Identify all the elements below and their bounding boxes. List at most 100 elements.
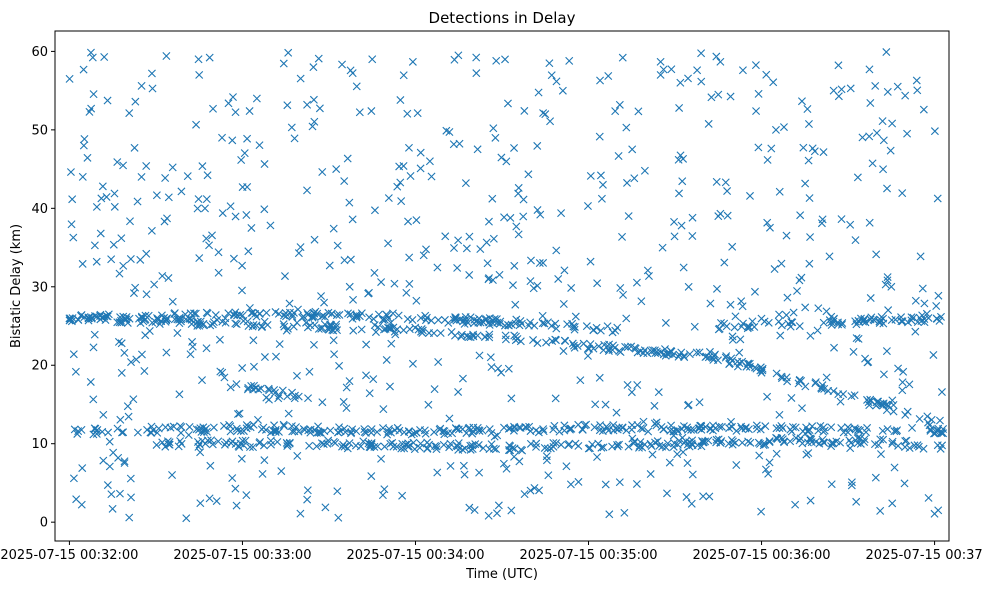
scatter-point [752, 424, 761, 433]
scatter-point [852, 497, 861, 506]
scatter-point [202, 234, 211, 243]
scatter-point [720, 258, 729, 267]
scatter-point [851, 425, 860, 434]
scatter-point [107, 490, 116, 499]
scatter-point [355, 108, 364, 117]
scatter-point [615, 100, 624, 109]
scatter-point [595, 426, 604, 435]
scatter-point [930, 127, 939, 136]
scatter-point [293, 451, 302, 460]
scatter-point [651, 349, 660, 358]
scatter-point [460, 470, 469, 479]
scatter-point [806, 331, 815, 340]
scatter-point [863, 358, 872, 367]
scatter-point [177, 423, 186, 432]
scatter-point [746, 438, 755, 447]
scatter-point [805, 426, 814, 435]
scatter-point [175, 390, 184, 399]
y-tick-label: 0 [40, 516, 48, 531]
scatter-point [688, 232, 697, 240]
scatter-point [432, 442, 441, 451]
scatter-point [186, 350, 195, 359]
scatter-point [436, 329, 445, 338]
scatter-point [392, 442, 401, 451]
scatter-point [656, 57, 665, 66]
scatter-point [479, 444, 488, 453]
scatter-point [294, 305, 302, 314]
scatter-point [640, 166, 649, 175]
scatter-point [67, 220, 76, 229]
scatter-point [288, 388, 297, 397]
scatter-point [933, 194, 942, 203]
scatter-point [274, 394, 283, 403]
scatter-point [315, 104, 324, 113]
scatter-point [879, 165, 888, 174]
scatter-point [761, 422, 770, 431]
scatter-point [278, 386, 287, 395]
scatter-point [117, 234, 126, 243]
scatter-point [387, 339, 396, 348]
scatter-point [614, 423, 623, 432]
scatter-point [229, 254, 238, 263]
scatter-point [318, 398, 327, 407]
scatter-point [727, 417, 736, 426]
scatter-point [126, 255, 135, 264]
scatter-point [483, 259, 492, 268]
scatter-point [836, 438, 845, 447]
scatter-point [552, 324, 561, 333]
scatter-point [901, 410, 910, 419]
scatter-point [491, 133, 500, 142]
scatter-point [656, 70, 665, 79]
scatter-point [489, 234, 498, 243]
scatter-point [131, 97, 140, 106]
scatter-point [908, 423, 917, 432]
scatter-point [920, 315, 929, 324]
scatter-point [637, 297, 646, 306]
scatter-point [502, 157, 511, 166]
scatter-point [674, 155, 683, 164]
scatter-point [860, 314, 869, 323]
scatter-point [71, 367, 80, 376]
scatter-point [255, 141, 264, 150]
scatter-point [201, 439, 210, 448]
scatter-point [611, 424, 620, 433]
scatter-point [433, 263, 442, 272]
scatter-point [115, 269, 124, 278]
scatter-point [401, 440, 410, 449]
scatter-point [473, 331, 482, 340]
scatter-point [536, 210, 545, 219]
scatter-point [102, 192, 111, 201]
scatter-point [889, 407, 898, 416]
scatter-point [330, 350, 339, 359]
scatter-point [214, 437, 223, 446]
scatter-point [90, 330, 99, 339]
scatter-point [285, 299, 294, 308]
scatter-point [196, 499, 205, 508]
scatter-point [538, 311, 547, 320]
scatter-point [552, 77, 561, 86]
scatter-point [591, 400, 600, 409]
scatter-point [303, 486, 312, 495]
scatter-point [692, 348, 701, 357]
scatter-point [913, 318, 922, 326]
scatter-point [461, 444, 470, 453]
scatter-point [922, 309, 931, 318]
scatter-point [508, 281, 517, 290]
scatter-point [397, 197, 406, 206]
scatter-point [457, 330, 466, 339]
scatter-point [787, 393, 796, 402]
scatter-point [763, 155, 772, 164]
scatter-point [808, 422, 817, 431]
scatter-point [510, 143, 519, 152]
scatter-point [379, 405, 388, 414]
scatter-point [472, 69, 481, 78]
scatter-point [897, 313, 906, 322]
scatter-point [511, 300, 520, 309]
scatter-point [127, 358, 136, 367]
scatter-point [144, 311, 153, 320]
scatter-point [868, 159, 877, 168]
scatter-point [256, 384, 265, 393]
scatter-point [468, 445, 477, 454]
scatter-point [208, 320, 217, 329]
scatter-point [162, 52, 171, 60]
